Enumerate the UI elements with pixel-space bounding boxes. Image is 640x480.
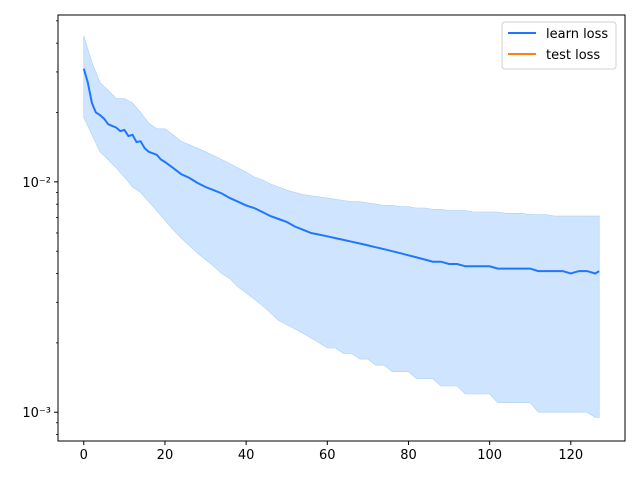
x-axis: 0 20 40 60 80 100 120 — [80, 441, 583, 463]
y-axis: 10⁻³ 10⁻² — [22, 20, 58, 435]
x-tick-label: 100 — [477, 448, 502, 463]
legend-label-test-loss: test loss — [546, 48, 600, 63]
x-tick-label: 60 — [319, 448, 336, 463]
y-tick-label: 10⁻³ — [22, 406, 51, 421]
legend-label-learn-loss: learn loss — [546, 27, 608, 42]
learn-loss-band — [83, 35, 600, 418]
x-tick-label: 20 — [157, 448, 174, 463]
x-tick-label: 80 — [400, 448, 417, 463]
legend: learn loss test loss — [501, 21, 617, 70]
x-tick-label: 40 — [238, 448, 255, 463]
axes-frame — [57, 14, 626, 442]
plot-area — [82, 35, 600, 418]
series-line-learn-loss — [82, 68, 600, 275]
x-tick-label: 120 — [558, 448, 583, 463]
x-tick-label: 0 — [80, 448, 88, 463]
y-tick-label: 10⁻² — [22, 176, 51, 191]
